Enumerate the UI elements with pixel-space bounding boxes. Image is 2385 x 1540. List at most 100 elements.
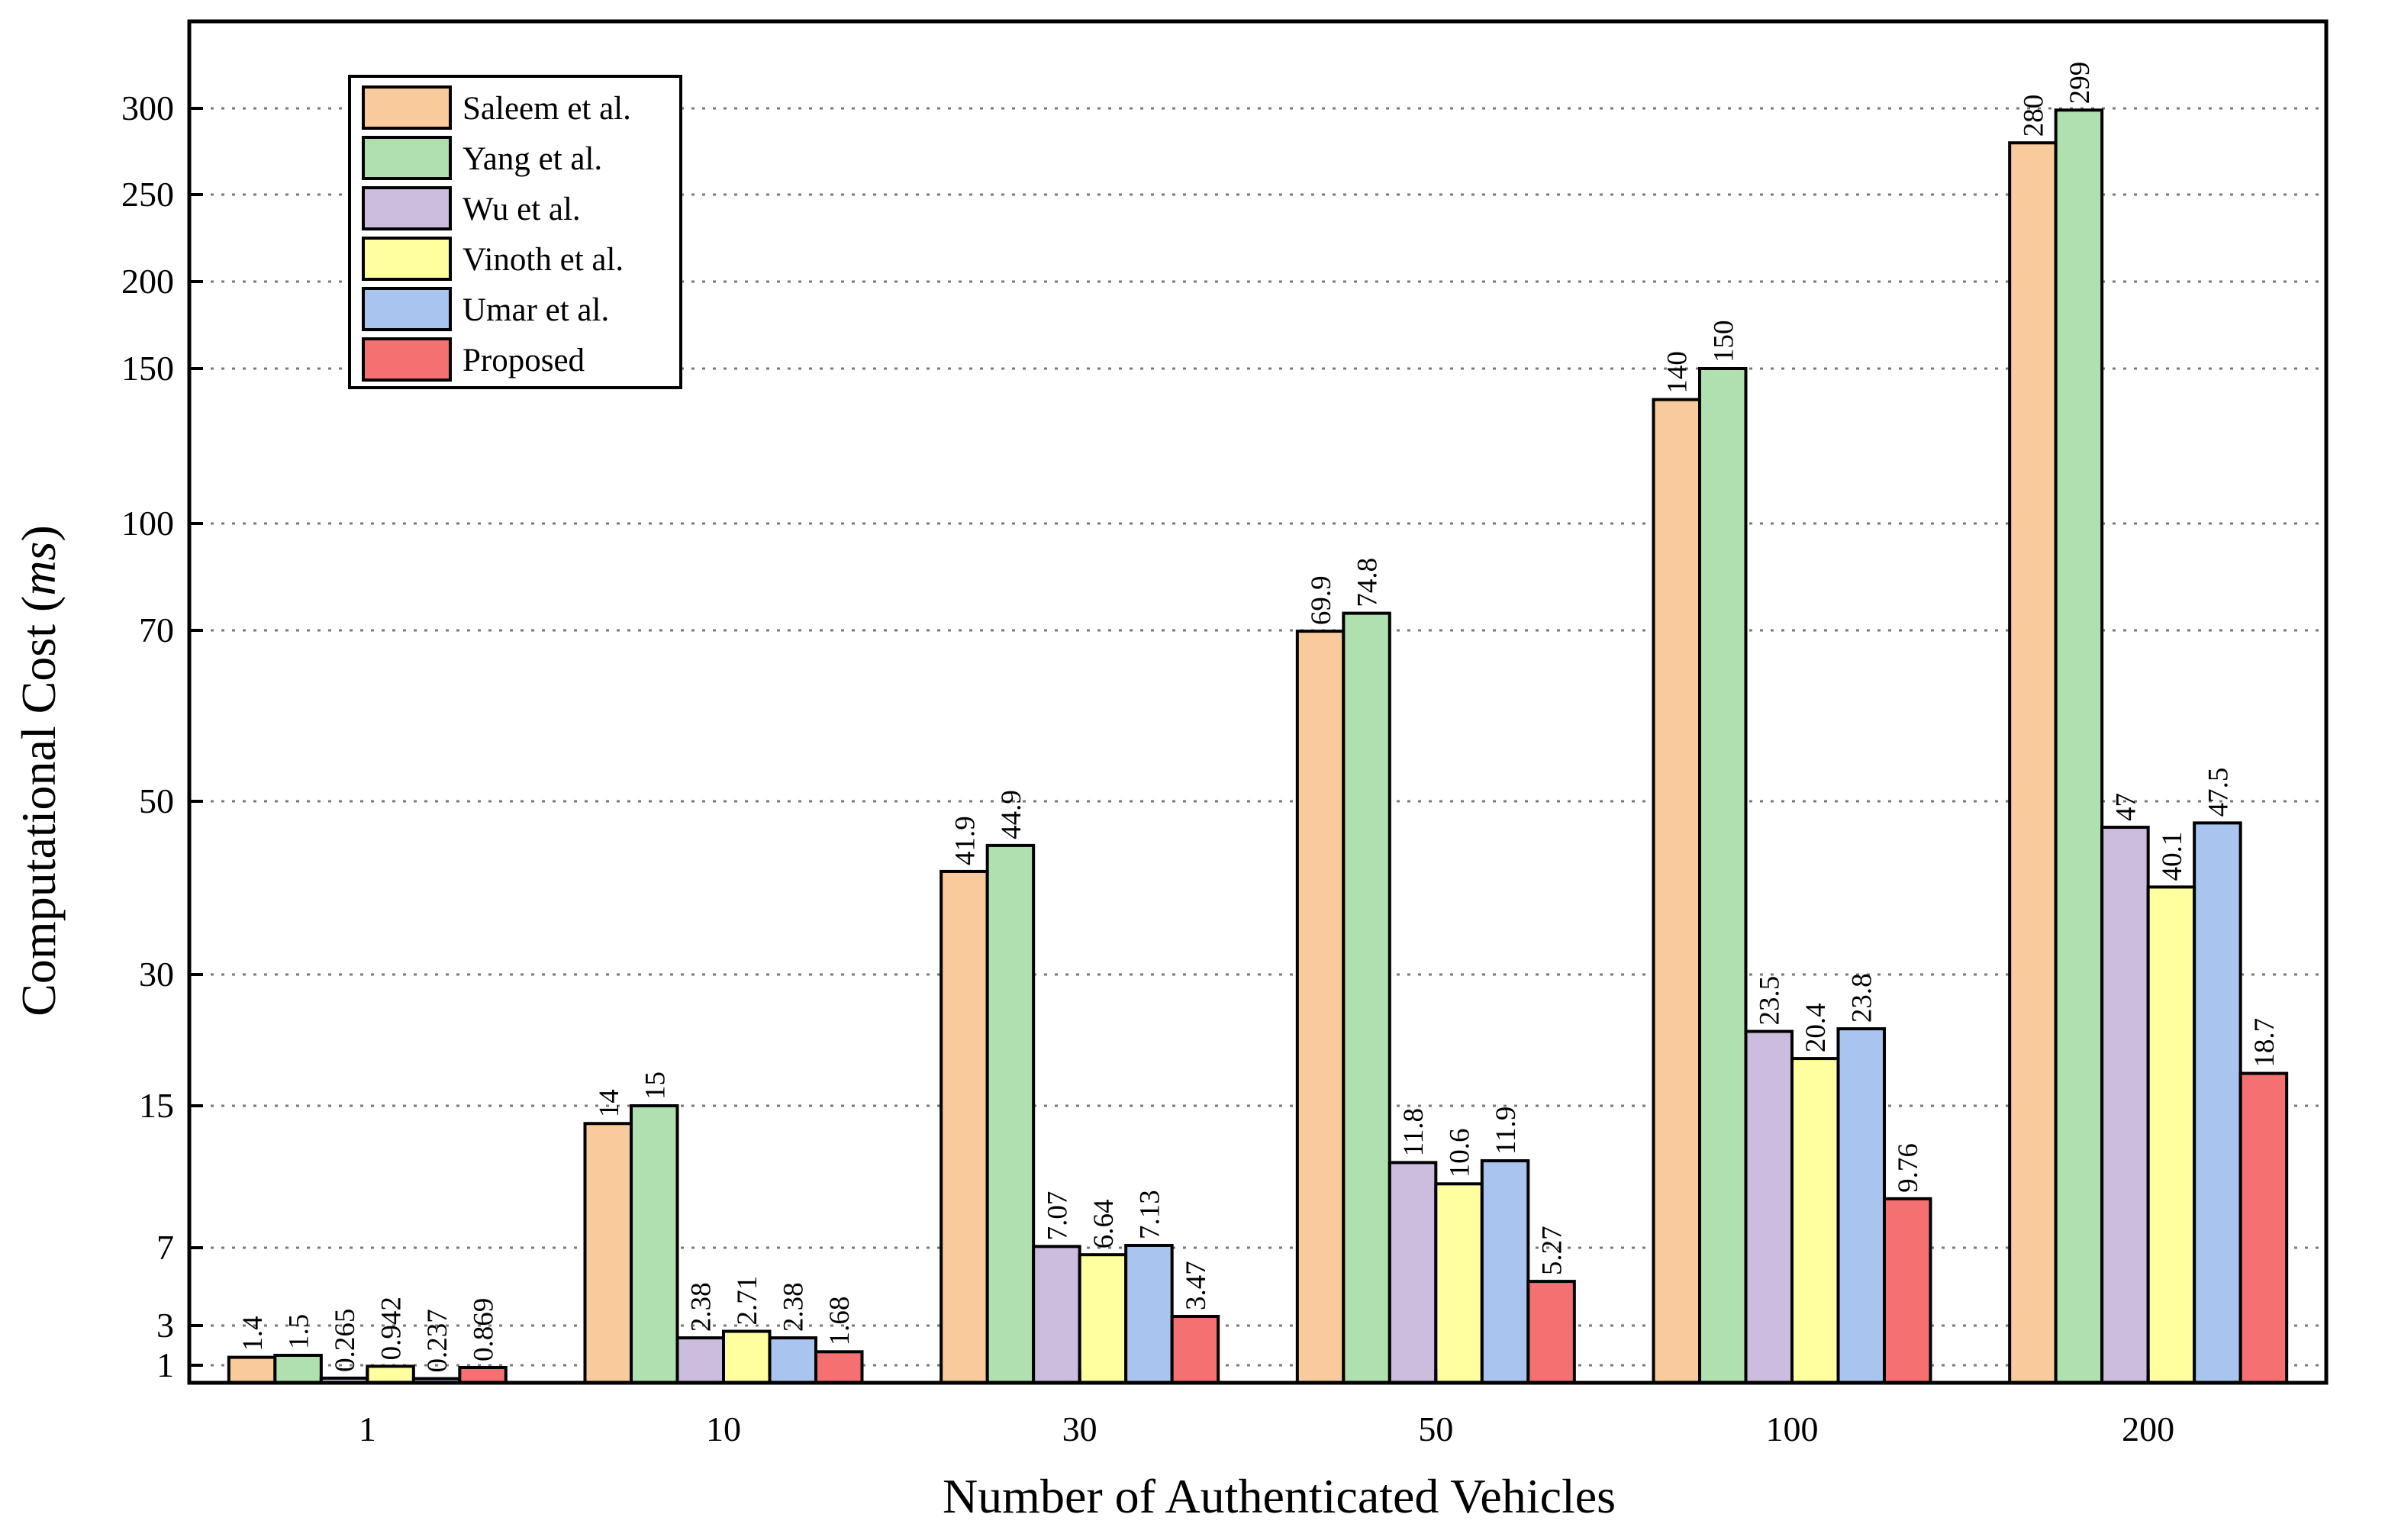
legend-label: Umar et al. [462,292,609,328]
data-label: 20.4 [1800,1003,1832,1052]
bar-saleem-et-al--50 [1295,630,1346,1384]
legend: Saleem et al. Yang et al. Wu et al. Vinoth … [348,75,682,389]
legend-label: Saleem et al. [462,91,631,127]
bar-yang-et-al--200 [2054,108,2104,1384]
bar-wu-et-al--30 [1032,1245,1081,1385]
bar-umar-et-al--10 [768,1336,817,1384]
legend-swatch [362,337,452,382]
data-label: 11.9 [1491,1107,1522,1155]
bar-proposed-30 [1170,1315,1220,1385]
data-label: 23.5 [1755,976,1786,1026]
bar-proposed-50 [1526,1280,1576,1384]
data-label: 140 [1662,351,1694,394]
y-tick-label: 100 [121,504,174,543]
gridlines [189,107,2326,1367]
y-tick-label: 15 [139,1086,174,1125]
data-label: 1.68 [824,1297,856,1346]
y-axis-title-suffix: ) [11,525,66,541]
data-label: 11.8 [1398,1108,1429,1156]
x-axis-title: Number of Authenticated Vehicles [943,1469,1616,1523]
bar-proposed-200 [2238,1071,2289,1385]
y-tick-label: 50 [139,781,174,820]
y-tick-label: 300 [121,89,174,127]
data-label: 2.38 [778,1282,810,1332]
legend-swatch [362,85,452,130]
legend-swatch [362,237,452,281]
data-label: 150 [1708,321,1739,363]
y-axis-title: Computational Cost (ms) [11,525,66,1016]
x-tick-label: 30 [1062,1410,1097,1448]
data-label: 2.38 [686,1282,717,1332]
bar-yang-et-al--50 [1342,611,1391,1384]
bar-vinoth-et-al--50 [1434,1182,1484,1385]
x-tick-label: 100 [1766,1410,1819,1448]
bar-vinoth-et-al--1 [366,1364,415,1384]
data-label: 299 [2064,62,2096,105]
x-tick-label: 200 [2122,1410,2174,1448]
bar-yang-et-al--100 [1698,367,1748,1384]
y-tick-label: 70 [139,611,174,649]
bar-vinoth-et-al--30 [1078,1253,1128,1385]
data-label: 41.9 [949,816,981,865]
bar-saleem-et-al--30 [939,869,989,1385]
data-label: 14 [594,1089,625,1117]
bar-umar-et-al--50 [1480,1159,1530,1384]
data-label: 0.265 [330,1309,361,1372]
data-label: 1.4 [237,1316,269,1351]
bar-saleem-et-al--200 [2008,141,2058,1385]
data-label: 6.64 [1088,1199,1120,1248]
legend-swatch [362,136,452,180]
data-label: 1.5 [284,1314,315,1349]
bar-saleem-et-al--1 [227,1355,277,1384]
legend-label: Yang et al. [462,141,602,177]
y-tick-label: 3 [156,1306,174,1345]
bar-vinoth-et-al--10 [722,1329,772,1385]
data-label: 2.71 [732,1276,763,1326]
bar-umar-et-al--30 [1124,1243,1174,1385]
data-label: 69.9 [1306,575,1337,625]
data-label: 47.5 [2203,768,2234,817]
y-axis-title-prefix: Computational Cost ( [11,596,66,1016]
y-tick-label: 250 [121,175,174,214]
bar-wu-et-al--50 [1387,1161,1438,1385]
data-label: 74.8 [1352,558,1384,607]
x-tick-label: 10 [706,1410,741,1448]
data-label: 280 [2018,95,2049,137]
y-tick-label: 30 [139,955,174,994]
data-label: 40.1 [2157,832,2188,881]
bar-umar-et-al--100 [1836,1027,1886,1385]
legend-label: Vinoth et al. [462,242,624,278]
bar-saleem-et-al--100 [1652,398,1701,1384]
data-label: 44.9 [996,790,1027,839]
bar-umar-et-al--200 [2193,821,2242,1384]
x-tick-label: 1 [359,1410,376,1448]
y-tick-label: 7 [156,1228,174,1267]
y-tick-label: 150 [121,349,174,388]
legend-label: Proposed [462,343,585,379]
bar-yang-et-al--30 [985,843,1036,1384]
data-label: 7.07 [1042,1191,1073,1241]
bar-yang-et-al--1 [273,1354,323,1384]
y-tick-label: 200 [121,262,174,301]
data-label: 9.76 [1893,1143,1924,1193]
data-label: 5.27 [1537,1226,1568,1275]
bar-vinoth-et-al--200 [2146,885,2196,1384]
x-tick-label: 50 [1418,1410,1453,1448]
plot-frame [187,19,2329,1385]
bars [227,108,2289,1385]
bar-wu-et-al--10 [675,1336,725,1384]
data-label: 0.237 [422,1309,453,1372]
data-labels: 1.4 1.5 0.265 0.942 0.237 0.869 14 15 2.38 2.71 2.… [237,62,2280,1373]
y-axis-title-unit: ms [11,542,66,596]
bar-proposed-100 [1883,1197,1932,1384]
data-label: 0.869 [469,1298,500,1361]
bar-yang-et-al--10 [630,1104,679,1384]
data-label: 3.47 [1181,1261,1212,1310]
data-label: 7.13 [1134,1190,1165,1239]
bar-wu-et-al--100 [1744,1029,1794,1384]
data-label: 15 [640,1071,671,1100]
bar-proposed-1 [458,1366,508,1384]
